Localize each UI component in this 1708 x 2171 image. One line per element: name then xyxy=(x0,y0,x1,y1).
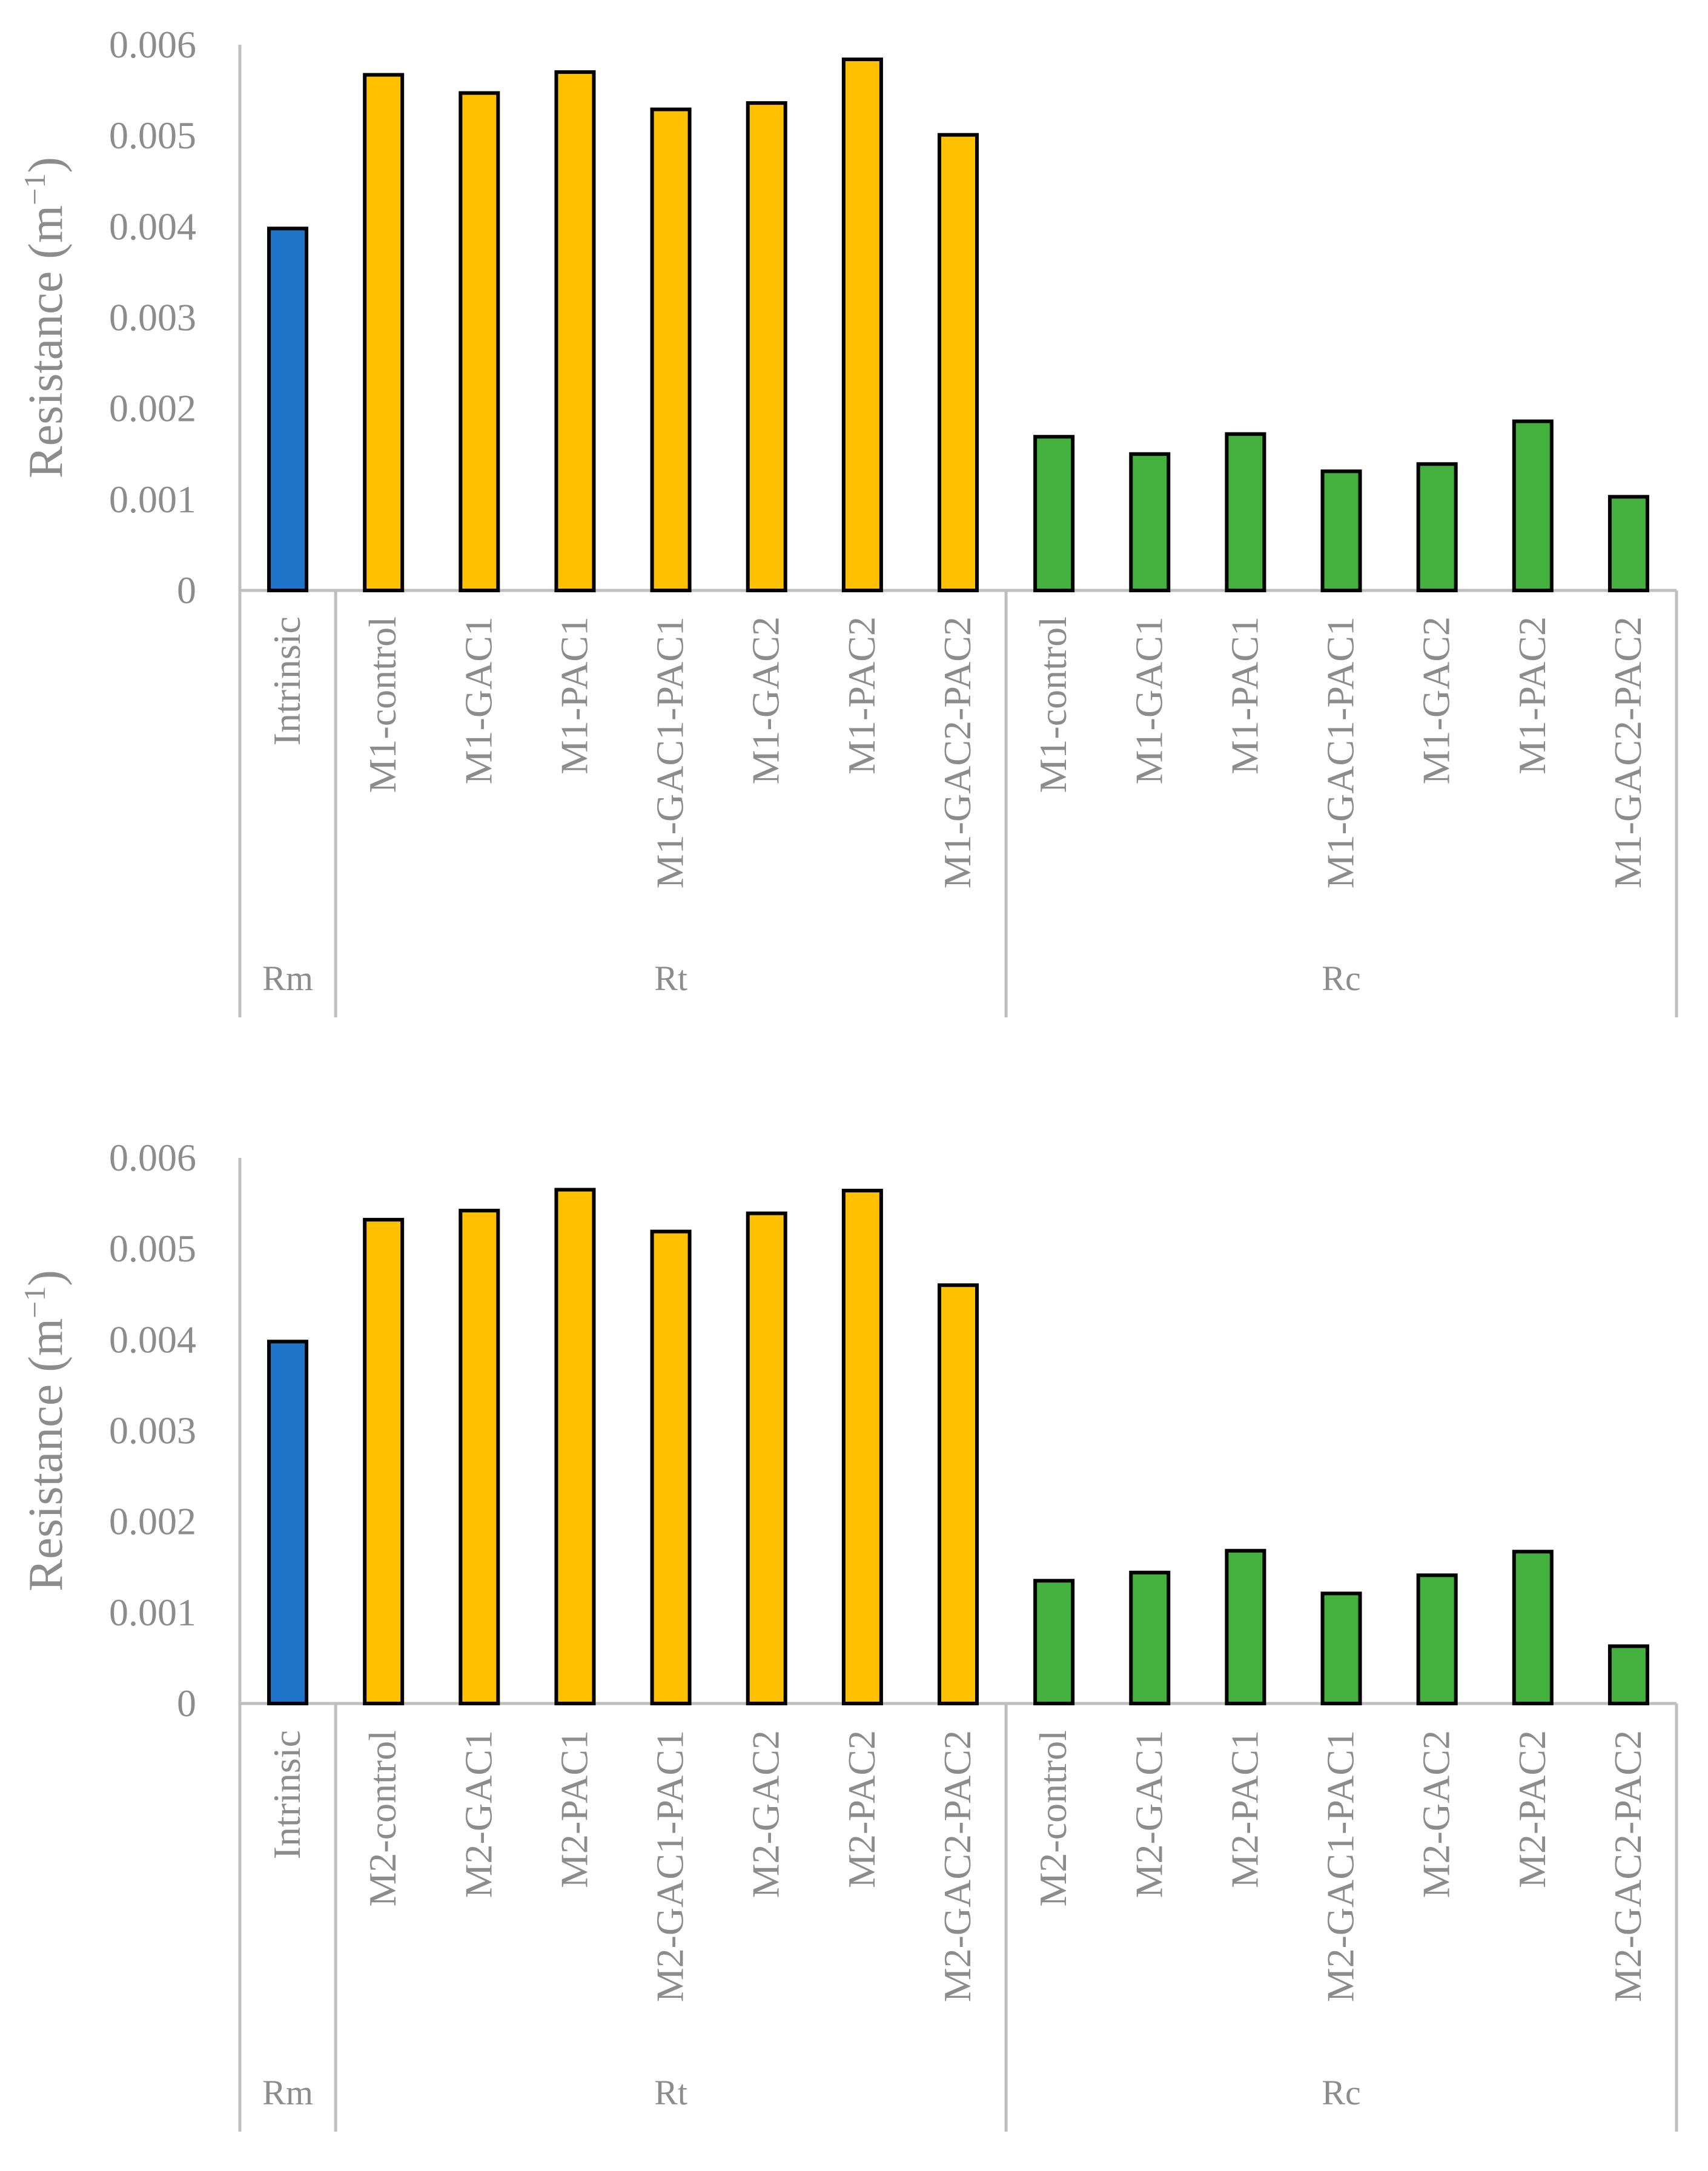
y-tick-label: 0.005 xyxy=(109,1227,196,1270)
category-label: Intrinsic xyxy=(265,616,308,745)
bar-rc-m2-pac1 xyxy=(1225,1548,1266,1705)
bar-rc-m1-control xyxy=(1033,435,1075,592)
bar-rc-m1-gac2 xyxy=(1416,462,1458,592)
category-label: M2-GAC1 xyxy=(1127,1730,1170,1898)
category-label: M1-GAC2-PAC2 xyxy=(1606,616,1649,888)
y-tick-label: 0.003 xyxy=(109,296,196,339)
y-tick-label: 0 xyxy=(177,569,196,612)
bar-rt-m1-pac2 xyxy=(841,58,883,592)
bar-rt-m1-control xyxy=(363,73,405,593)
bar-rt-m1-gac2 xyxy=(746,101,787,592)
category-label: Intrinsic xyxy=(265,1730,308,1859)
category-label: M2-PAC1 xyxy=(552,1730,595,1888)
group-label-rm: Rm xyxy=(262,2073,313,2112)
y-axis-title: Resistance (m−1) xyxy=(18,1270,73,1591)
bar-rt-m1-gac1-pac1 xyxy=(650,107,692,592)
category-label: M2-control xyxy=(1031,1730,1074,1907)
chart-panel-m2: 0 0.001 0.002 0.003 0.004 0.005 0.006 Resistanc… xyxy=(18,1136,1678,2132)
category-label: M2-control xyxy=(361,1730,404,1907)
y-tick-label: 0.006 xyxy=(109,1136,196,1179)
category-label: M2-GAC2 xyxy=(744,1730,787,1898)
y-axis-title-close: ) xyxy=(19,1270,73,1286)
category-label: M1-GAC1 xyxy=(457,616,500,784)
y-tick-label: 0.001 xyxy=(109,478,196,521)
y-tick-label: 0.002 xyxy=(109,1500,196,1543)
chart-panel-m1: 0 0.001 0.002 0.003 0.004 0.005 0.006 Resistanc… xyxy=(18,23,1678,1017)
category-label: M1-GAC1-PAC1 xyxy=(1319,616,1362,888)
category-label: M1-control xyxy=(361,616,404,793)
category-label: M1-control xyxy=(1031,616,1074,793)
bar-rt-m1-gac1 xyxy=(458,91,500,593)
bar-rc-m2-control xyxy=(1033,1579,1075,1705)
y-tick-label: 0.004 xyxy=(109,205,196,248)
y-tick-label: 0.003 xyxy=(109,1409,196,1452)
y-axis-title-exponent: −1 xyxy=(18,1286,51,1318)
category-label: M1-PAC1 xyxy=(1223,616,1266,775)
category-label: M2-PAC1 xyxy=(1223,1730,1266,1888)
y-tick-label: 0.006 xyxy=(109,23,196,66)
category-label: M2-GAC1-PAC1 xyxy=(1319,1730,1362,2002)
bar-rc-m1-gac2-pac2 xyxy=(1607,495,1649,592)
category-label: M2-GAC2-PAC2 xyxy=(1606,1730,1649,2002)
y-tick-label: 0.002 xyxy=(109,387,196,430)
category-label: M1-GAC2 xyxy=(744,616,787,784)
bar-rc-m1-pac1 xyxy=(1225,432,1266,592)
y-tick-label: 0 xyxy=(177,1682,196,1725)
bar-rc-m1-gac1 xyxy=(1129,452,1171,592)
y-axis-title-close: ) xyxy=(19,157,73,173)
bar-rc-m2-gac2 xyxy=(1416,1573,1458,1705)
bar-rt-m2-gac2 xyxy=(746,1211,787,1705)
bar-rt-m2-control xyxy=(363,1218,405,1705)
category-label: M1-PAC2 xyxy=(1511,616,1554,775)
category-label: M1-GAC1 xyxy=(1127,616,1170,784)
group-label-rc: Rc xyxy=(1322,959,1360,998)
bar-rc-m2-pac2 xyxy=(1512,1550,1554,1706)
bar-rc-m1-pac2 xyxy=(1512,419,1554,592)
bar-rt-m2-pac1 xyxy=(554,1188,596,1705)
group-label-rt: Rt xyxy=(654,959,687,998)
bar-rt-m2-gac2-pac2 xyxy=(938,1283,979,1706)
category-label: M2-GAC1 xyxy=(457,1730,500,1898)
bar-rm-intrinsic xyxy=(267,1340,309,1705)
y-axis-title-text: Resistance (m xyxy=(19,1318,73,1591)
category-label: M2-PAC2 xyxy=(840,1730,883,1888)
y-axis-title-exponent: −1 xyxy=(18,173,51,205)
group-label-rm: Rm xyxy=(262,959,313,998)
category-label: M1-GAC2 xyxy=(1415,616,1458,784)
bar-rt-m1-gac2-pac2 xyxy=(938,133,979,593)
category-label: M1-PAC2 xyxy=(840,616,883,775)
bar-rt-m2-gac1-pac1 xyxy=(650,1229,692,1705)
bar-rc-m2-gac1-pac1 xyxy=(1320,1591,1362,1705)
category-label: M2-PAC2 xyxy=(1511,1730,1554,1888)
y-tick-label: 0.005 xyxy=(109,114,196,157)
y-tick-label: 0.004 xyxy=(109,1318,196,1361)
y-axis-title: Resistance (m−1) xyxy=(18,157,73,478)
group-label-rc: Rc xyxy=(1322,2073,1360,2112)
category-label: M1-GAC2-PAC2 xyxy=(936,616,979,888)
category-label: M1-GAC1-PAC1 xyxy=(649,616,692,888)
category-label: M2-GAC1-PAC1 xyxy=(649,1730,692,2002)
bar-rc-m1-gac1-pac1 xyxy=(1320,469,1362,593)
bar-rt-m2-pac2 xyxy=(841,1189,883,1706)
y-axis-title-text: Resistance (m xyxy=(19,205,73,478)
bar-rm-intrinsic xyxy=(267,226,309,592)
y-tick-label: 0.001 xyxy=(109,1591,196,1634)
bar-rt-m2-gac1 xyxy=(458,1209,500,1705)
category-label: M1-PAC1 xyxy=(552,616,595,775)
bar-rt-m1-pac1 xyxy=(554,70,596,593)
category-label: M2-GAC2 xyxy=(1415,1730,1458,1898)
bar-rc-m2-gac2-pac2 xyxy=(1607,1644,1649,1706)
group-label-rt: Rt xyxy=(654,2073,687,2112)
bar-rc-m2-gac1 xyxy=(1129,1570,1171,1706)
category-label: M2-GAC2-PAC2 xyxy=(936,1730,979,2002)
